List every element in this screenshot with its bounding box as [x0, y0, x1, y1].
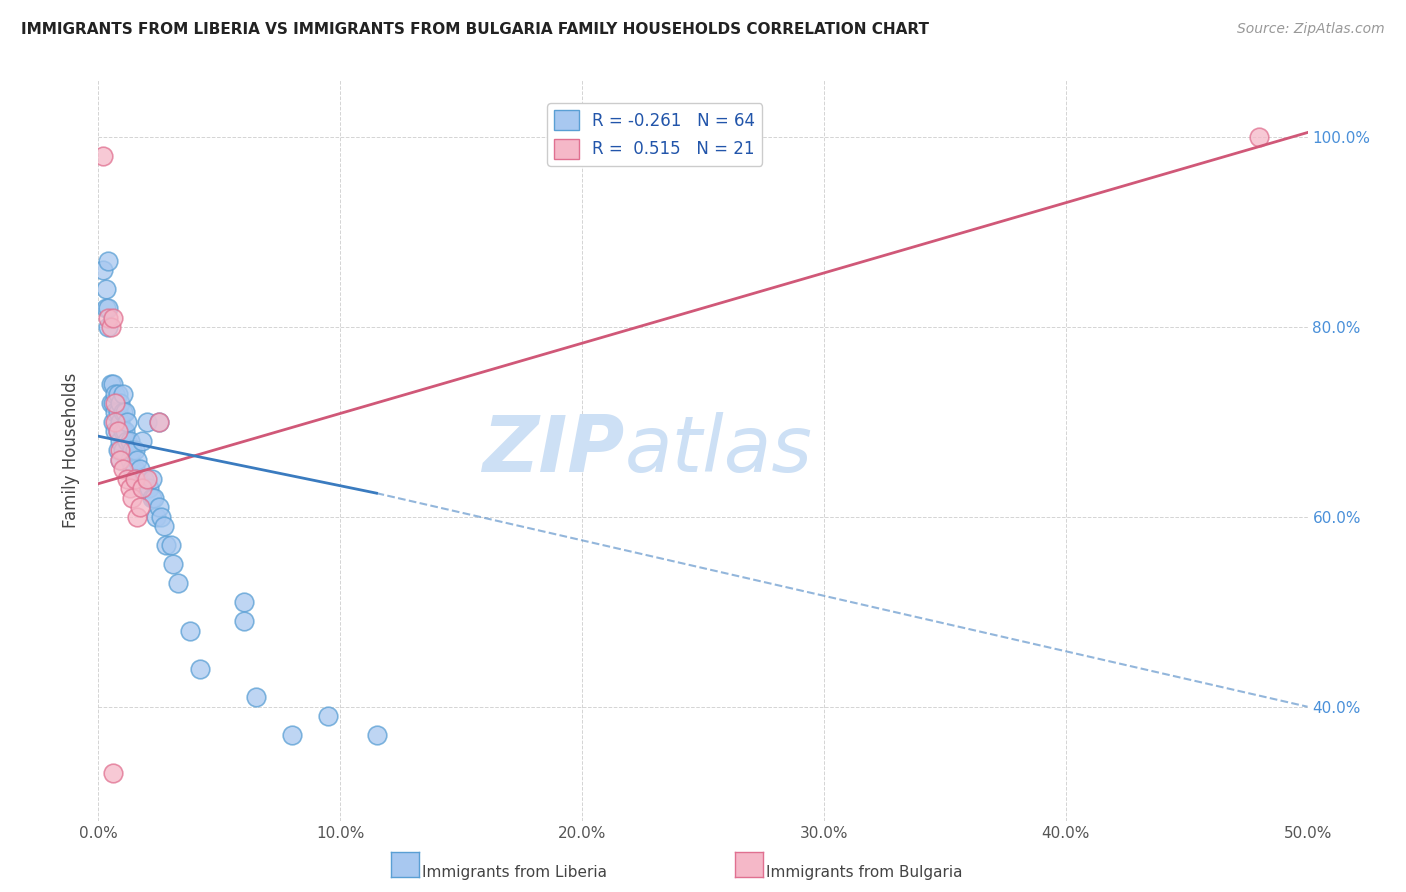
Point: [91, 263, 114, 277]
Point: [108, 434, 131, 448]
Point: [127, 472, 149, 486]
Text: Immigrants from Bulgaria: Immigrants from Bulgaria: [766, 865, 963, 880]
Point: [138, 482, 160, 496]
Point: [104, 405, 127, 419]
Point: [108, 453, 131, 467]
Point: [97, 320, 120, 334]
Point: [121, 443, 143, 458]
Point: [155, 538, 177, 552]
Point: [160, 538, 183, 552]
Point: [232, 595, 254, 609]
Y-axis label: Family Households: Family Households: [62, 373, 80, 528]
Text: atlas: atlas: [624, 412, 813, 489]
Point: [117, 434, 139, 448]
Point: [104, 396, 127, 410]
Point: [121, 491, 143, 505]
Point: [124, 443, 146, 458]
Point: [108, 396, 131, 410]
Point: [97, 310, 120, 325]
Point: [152, 519, 174, 533]
Point: [131, 434, 153, 448]
Point: [97, 253, 120, 268]
Point: [316, 709, 339, 723]
Text: ZIP: ZIP: [482, 412, 624, 489]
Point: [100, 396, 122, 410]
Text: IMMIGRANTS FROM LIBERIA VS IMMIGRANTS FROM BULGARIA FAMILY HOUSEHOLDS CORRELATIO: IMMIGRANTS FROM LIBERIA VS IMMIGRANTS FR…: [21, 22, 929, 37]
Point: [124, 462, 146, 476]
Point: [145, 509, 167, 524]
Point: [1249, 130, 1271, 145]
Point: [101, 415, 124, 429]
Point: [107, 405, 129, 419]
Point: [245, 690, 267, 705]
Point: [101, 377, 124, 392]
Point: [94, 301, 117, 315]
Point: [128, 500, 150, 515]
Point: [150, 509, 173, 524]
Point: [127, 453, 149, 467]
Text: Source: ZipAtlas.com: Source: ZipAtlas.com: [1237, 22, 1385, 37]
Point: [124, 472, 146, 486]
Point: [131, 482, 153, 496]
Point: [111, 405, 134, 419]
Point: [107, 386, 129, 401]
Point: [111, 386, 134, 401]
Point: [100, 320, 122, 334]
Point: [111, 443, 134, 458]
Point: [91, 149, 114, 163]
Point: [114, 405, 136, 419]
Point: [148, 415, 170, 429]
Point: [111, 462, 134, 476]
Point: [366, 728, 388, 742]
Point: [111, 425, 134, 439]
Legend: R = -0.261   N = 64, R =  0.515   N = 21: R = -0.261 N = 64, R = 0.515 N = 21: [547, 103, 762, 166]
Point: [134, 472, 156, 486]
Point: [108, 415, 131, 429]
Point: [118, 434, 141, 448]
Point: [100, 377, 122, 392]
Point: [141, 472, 163, 486]
Point: [108, 453, 131, 467]
Point: [179, 624, 201, 638]
Point: [107, 425, 129, 439]
Point: [117, 472, 139, 486]
Point: [114, 425, 136, 439]
Point: [97, 301, 120, 315]
Point: [141, 491, 163, 505]
Point: [101, 310, 124, 325]
Text: Immigrants from Liberia: Immigrants from Liberia: [422, 865, 607, 880]
Point: [131, 482, 153, 496]
Point: [135, 415, 157, 429]
Point: [148, 415, 170, 429]
Point: [104, 415, 127, 429]
Point: [167, 576, 190, 591]
Point: [101, 766, 124, 780]
Point: [108, 443, 131, 458]
Point: [135, 472, 157, 486]
Point: [148, 500, 170, 515]
Point: [143, 491, 166, 505]
Point: [104, 425, 127, 439]
Point: [232, 615, 254, 629]
Point: [121, 462, 143, 476]
Point: [107, 443, 129, 458]
Point: [94, 282, 117, 296]
Point: [118, 453, 141, 467]
Point: [101, 396, 124, 410]
Point: [118, 482, 141, 496]
Point: [281, 728, 304, 742]
Point: [162, 558, 184, 572]
Point: [107, 425, 129, 439]
Point: [128, 462, 150, 476]
Point: [104, 386, 127, 401]
Point: [117, 415, 139, 429]
Point: [127, 509, 149, 524]
Point: [188, 662, 211, 676]
